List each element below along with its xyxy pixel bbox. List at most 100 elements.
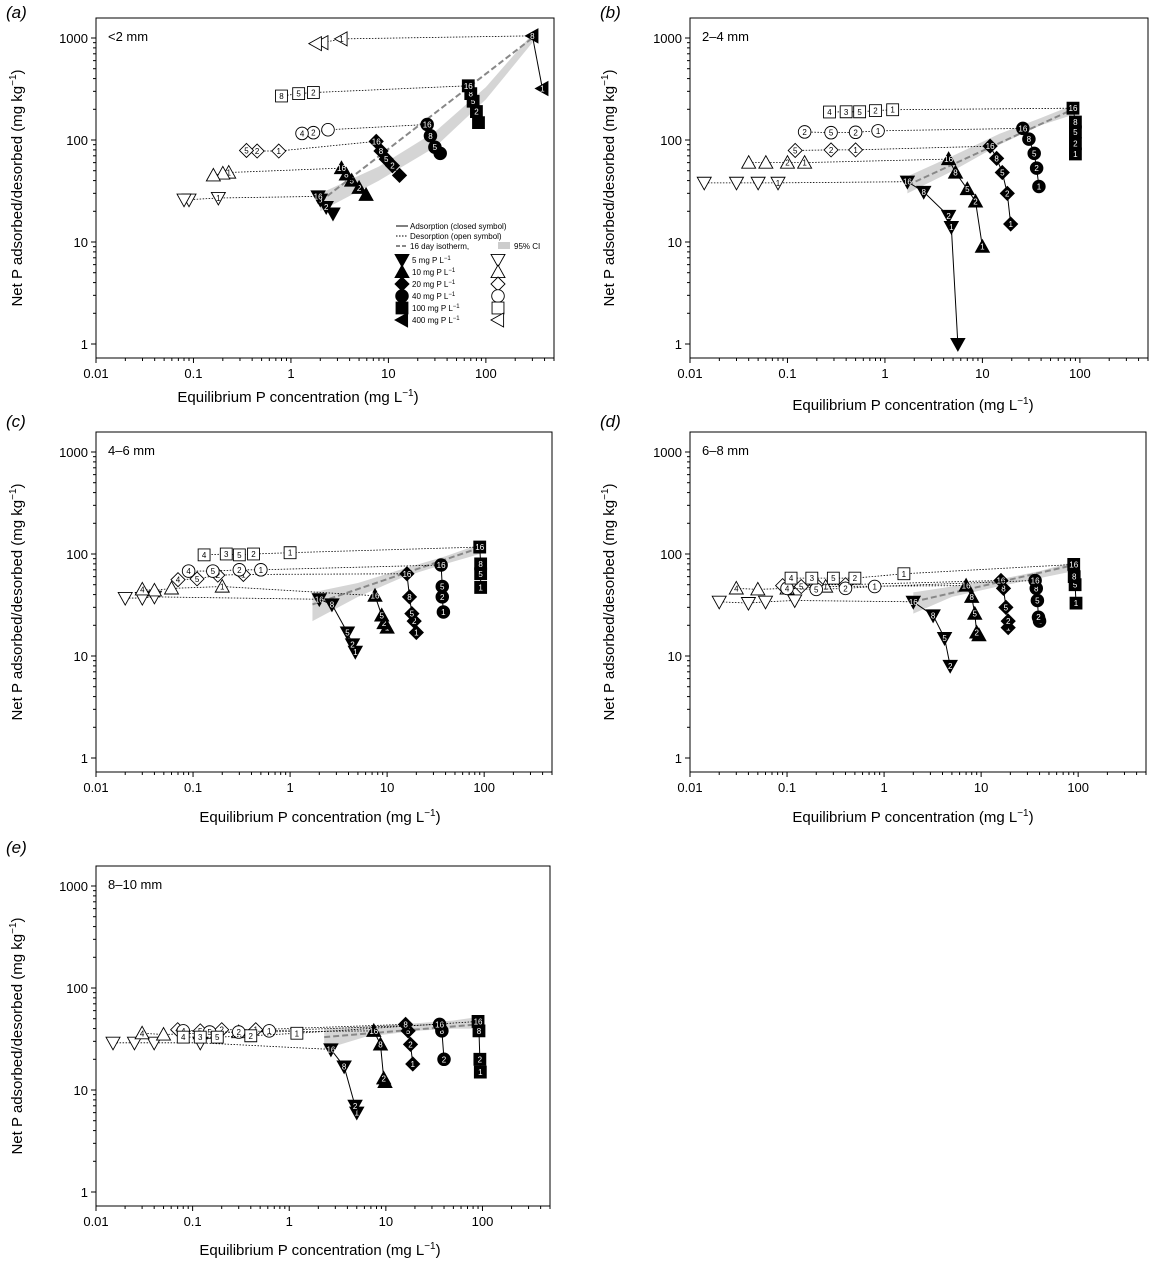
desorption-point bbox=[193, 1030, 207, 1044]
y-tick-label: 1000 bbox=[653, 445, 682, 460]
desorption-point bbox=[770, 176, 786, 191]
point-label: 4 bbox=[827, 108, 832, 117]
point-label: 4 bbox=[300, 129, 305, 138]
adsorption-point bbox=[391, 167, 408, 184]
desorption-point bbox=[146, 582, 163, 597]
adsorption-point bbox=[959, 181, 976, 196]
adsorption-point bbox=[936, 631, 953, 646]
point-label: 3 bbox=[810, 574, 815, 583]
x-tick-label: 0.1 bbox=[778, 780, 796, 795]
adsorption-point bbox=[351, 179, 367, 194]
point-label: 8 bbox=[318, 196, 323, 205]
adsorption-point bbox=[339, 626, 356, 641]
adsorption-point bbox=[999, 185, 1015, 201]
adsorption-point bbox=[940, 209, 957, 224]
y-axis-label: Net P adsorbed/desorbed (mg kg−1) bbox=[8, 69, 26, 306]
point-label: 16 bbox=[337, 164, 346, 173]
point-label: 2 bbox=[390, 162, 395, 171]
desorption-point bbox=[886, 103, 900, 117]
point-label: 4 bbox=[181, 1033, 186, 1042]
adsorption-point bbox=[915, 185, 932, 200]
point-label: 5 bbox=[349, 177, 354, 186]
adsorption-point bbox=[408, 624, 424, 641]
point-label: 3 bbox=[198, 1033, 203, 1042]
point-label: 2 bbox=[382, 619, 387, 628]
x-tick-label: 1 bbox=[881, 366, 888, 381]
y-tick-label: 1 bbox=[81, 337, 88, 352]
x-axis-label: Equilibrium P concentration (mg L−1) bbox=[792, 396, 1033, 414]
legend-open-marker bbox=[491, 301, 505, 315]
desorption-point bbox=[869, 104, 882, 118]
x-tick-label: 0.01 bbox=[83, 1214, 108, 1229]
point-label: 16 bbox=[996, 576, 1005, 585]
y-axis-label-sup: −1 bbox=[600, 488, 611, 500]
point-label: 5 bbox=[195, 575, 200, 584]
adsorption-point bbox=[1069, 596, 1083, 610]
point-label: 2 bbox=[948, 662, 953, 671]
panel-1: (a) <2 mm 0.01 0.1 1 10 100 1 10 100 1000 Equilibri… bbox=[6, 3, 555, 406]
legend-level-sup: −1 bbox=[453, 316, 461, 322]
desorption-point bbox=[826, 571, 840, 585]
point-label: 16 bbox=[986, 142, 995, 151]
point-label: 2 bbox=[853, 574, 858, 583]
point-label: 2 bbox=[412, 617, 417, 626]
point-label: 8 bbox=[1027, 135, 1032, 144]
point-label: 4 bbox=[785, 584, 790, 593]
size-label: 8–10 mm bbox=[108, 877, 162, 892]
desorption-point bbox=[249, 143, 265, 159]
panel-5: (e) 8–10 mm 0.01 0.1 1 10 100 1 10 100 1000 Equilib… bbox=[6, 838, 551, 1259]
point-label: 2 bbox=[251, 550, 256, 559]
y-tick-label: 1 bbox=[81, 1185, 88, 1200]
series-tri-down: 2 5 8 16 bbox=[711, 594, 958, 674]
legend-adsorption-label: Adsorption (closed symbol) bbox=[410, 222, 507, 231]
point-label: 1 bbox=[267, 1027, 272, 1036]
desorption-point bbox=[824, 125, 838, 140]
desorption-point bbox=[219, 547, 233, 561]
legend-desorption-label: Desorption (open symbol) bbox=[410, 232, 502, 241]
desorption-line bbox=[125, 596, 320, 600]
point-label: 8 bbox=[931, 611, 936, 620]
point-label: 1 bbox=[295, 1029, 300, 1038]
adsorption-point bbox=[311, 593, 328, 608]
x-axis-label-tail: ) bbox=[1029, 809, 1034, 826]
desorption-point bbox=[321, 123, 335, 137]
point-label: 8 bbox=[342, 1062, 347, 1071]
point-label: 2 bbox=[216, 571, 221, 580]
point-label: 5 bbox=[211, 567, 216, 576]
adsorption-point bbox=[437, 1052, 451, 1067]
point-label: 2 bbox=[1006, 617, 1011, 626]
desorption-point bbox=[750, 581, 766, 596]
desorption-point bbox=[787, 142, 803, 159]
point-label: 4 bbox=[202, 551, 207, 560]
point-label: 4 bbox=[140, 1029, 145, 1038]
desorption-point bbox=[170, 572, 186, 588]
point-label: 5 bbox=[799, 583, 804, 592]
point-label: 2 bbox=[350, 640, 355, 649]
panel-letter: (c) bbox=[6, 412, 26, 431]
adsorption-point bbox=[372, 1036, 389, 1051]
y-tick-label: 10 bbox=[668, 235, 682, 250]
series-tri-down: 125 8 16 bbox=[117, 590, 364, 660]
point-label: 2 bbox=[255, 147, 260, 156]
x-tick-label: 100 bbox=[1069, 366, 1091, 381]
point-label: 16 bbox=[944, 155, 953, 164]
adsorption-point bbox=[947, 164, 964, 179]
ci-band bbox=[320, 33, 533, 212]
desorption-point bbox=[848, 571, 862, 585]
point-label: 1 bbox=[890, 106, 895, 115]
point-label: 2 bbox=[843, 584, 848, 593]
adsorption-point bbox=[344, 638, 361, 653]
y-axis-label-tail: ) bbox=[601, 483, 618, 488]
size-label: 6–8 mm bbox=[702, 443, 749, 458]
x-tick-label: 10 bbox=[380, 780, 394, 795]
legend-isotherm-label: 16 day isotherm, bbox=[410, 242, 469, 251]
point-label: 1 bbox=[1074, 599, 1079, 608]
x-tick-label: 10 bbox=[381, 366, 395, 381]
point-label: 1 bbox=[776, 179, 781, 188]
legend-level-label: 40 mg P L−1 bbox=[412, 292, 456, 301]
x-axis-label-sup: −1 bbox=[1017, 396, 1029, 407]
